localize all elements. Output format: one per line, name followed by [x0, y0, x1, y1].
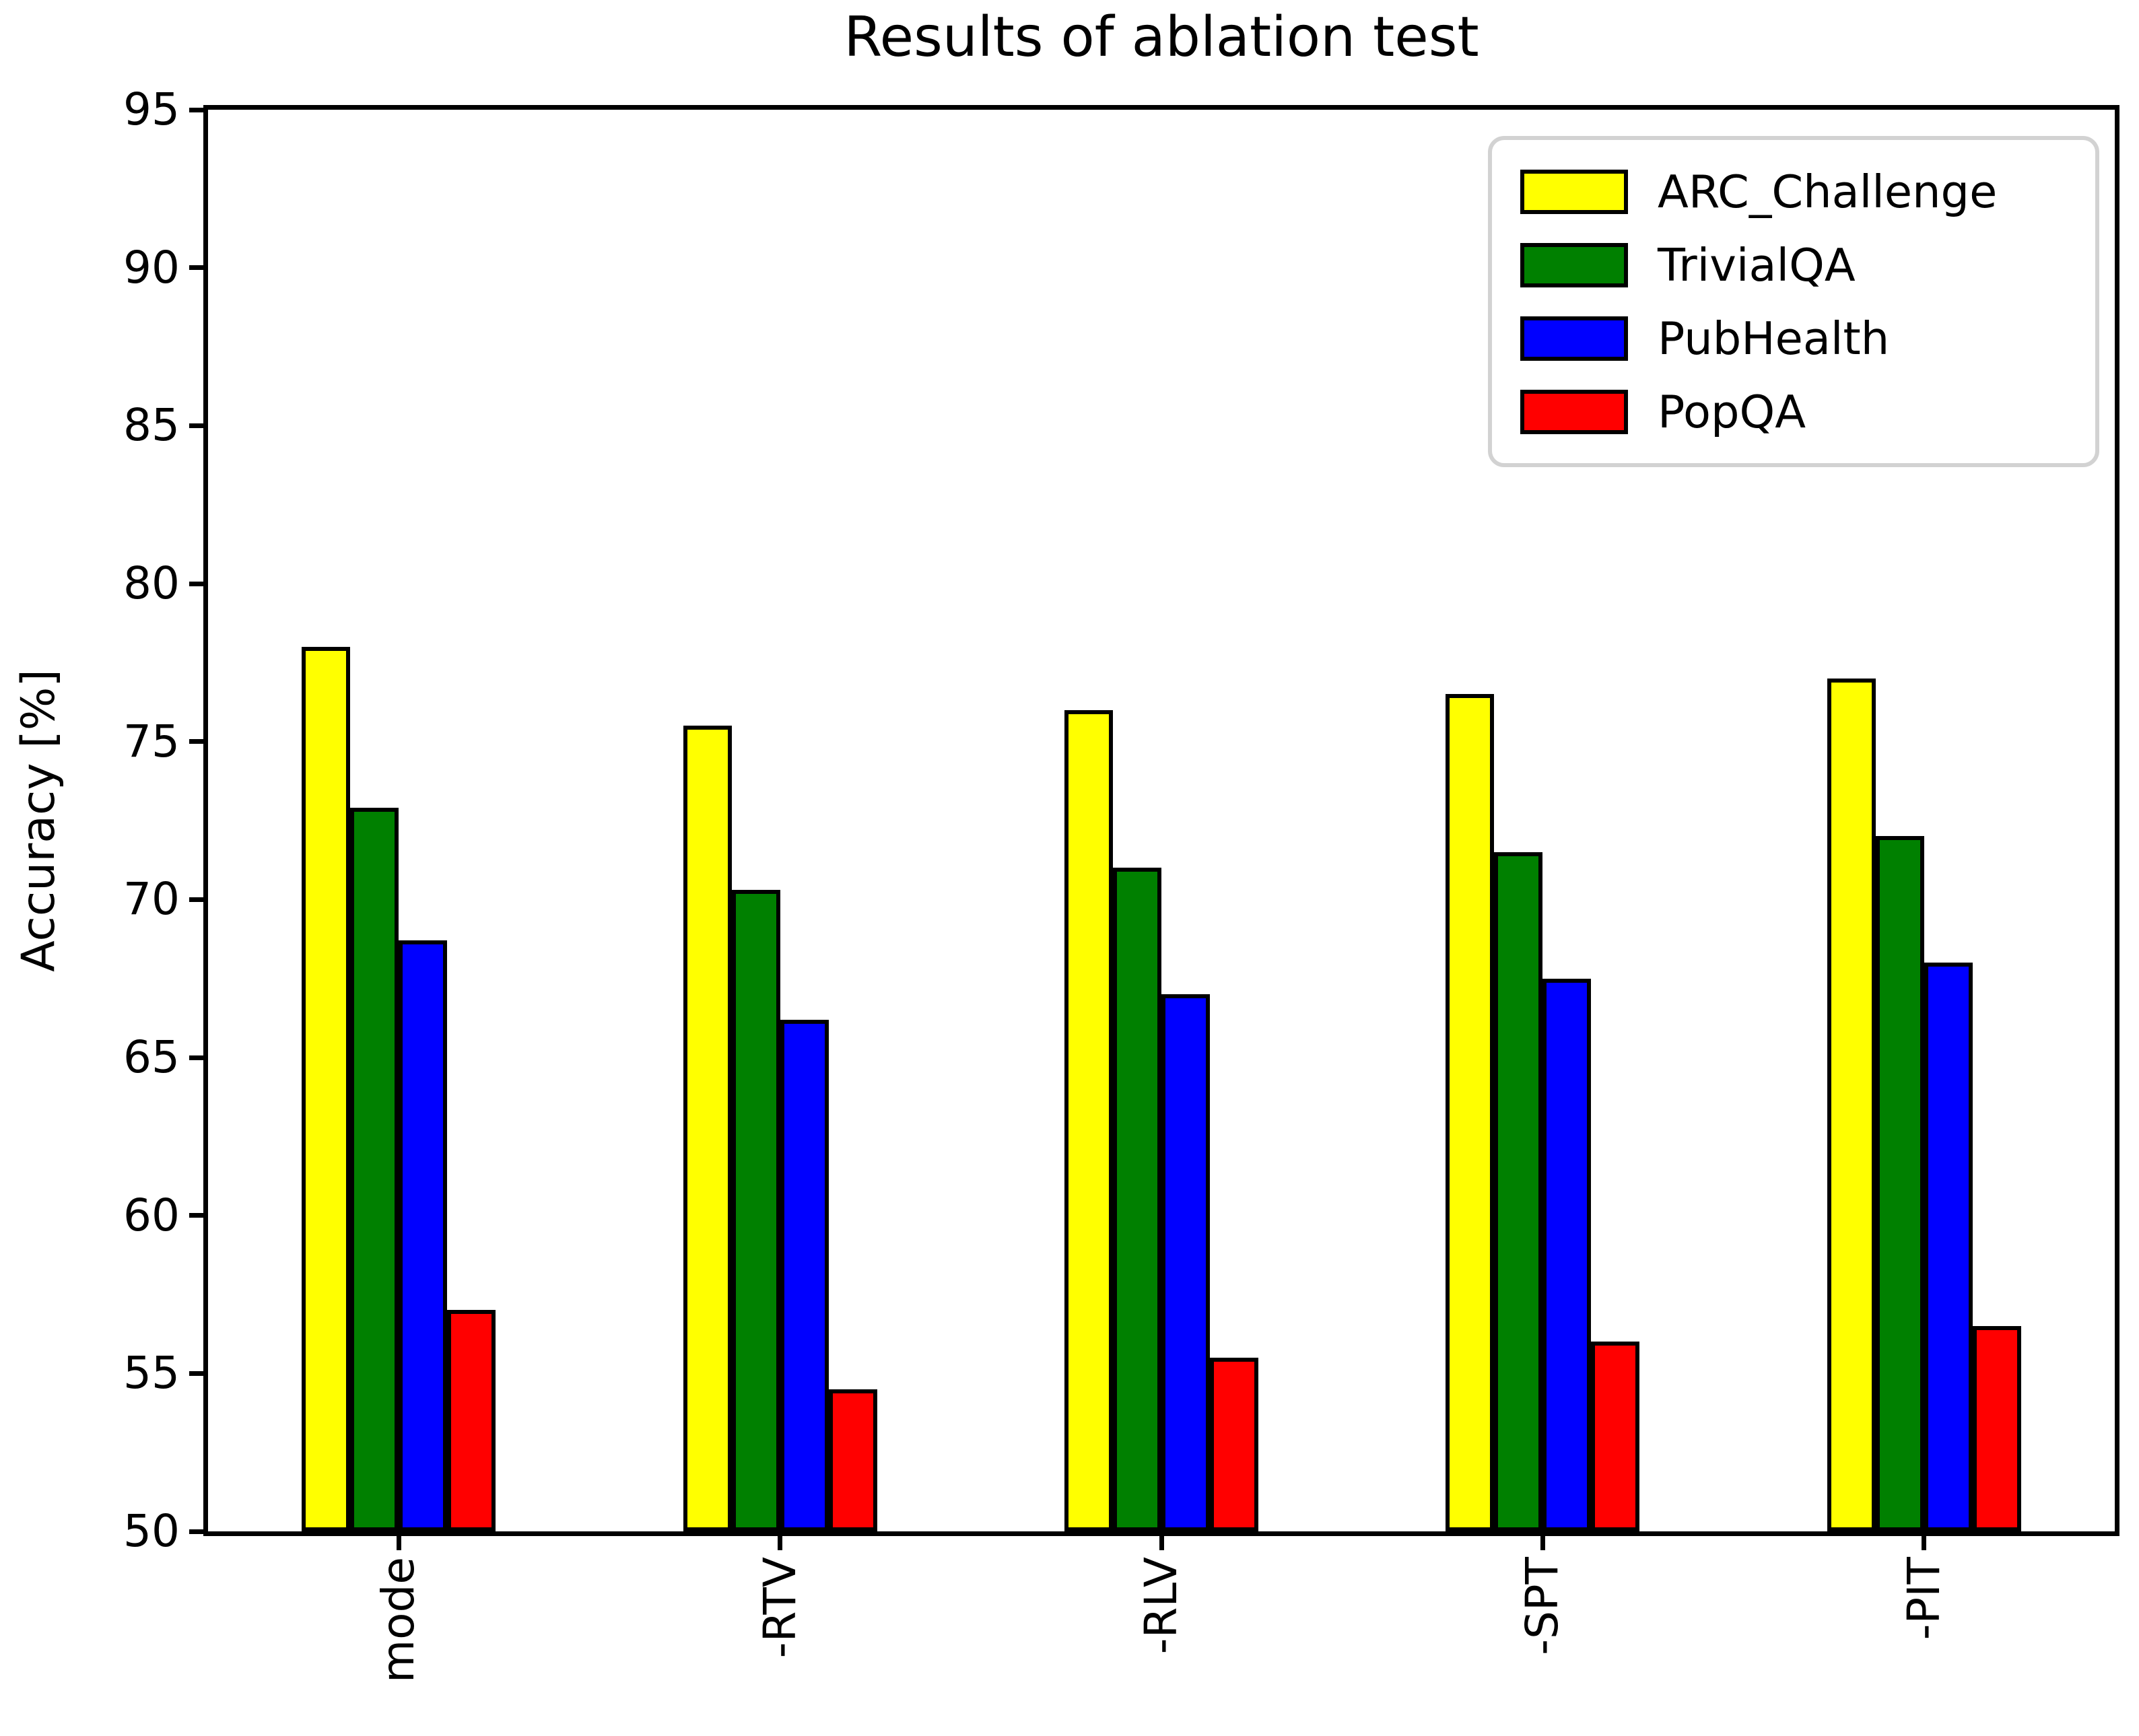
- legend-label: ARC_Challenge: [1658, 165, 1998, 218]
- legend-swatch-icon: [1520, 316, 1628, 361]
- y-tick-mark: [189, 581, 208, 586]
- bar--RTV-PubHealth: [780, 1019, 829, 1531]
- bar--RTV-TrivialQA: [731, 890, 780, 1531]
- y-tick-mark: [189, 1213, 208, 1218]
- y-tick-label: 60: [123, 1189, 180, 1241]
- bar--SPT-PopQA: [1591, 1342, 1640, 1531]
- bar--RLV-ARC_Challenge: [1064, 709, 1113, 1531]
- bar--RTV-PopQA: [828, 1389, 877, 1531]
- legend-label: PopQA: [1658, 385, 1806, 438]
- bar--RLV-PubHealth: [1161, 994, 1210, 1531]
- x-tick-mark: [1159, 1531, 1164, 1550]
- x-tick-label: mode: [372, 1557, 425, 1683]
- bar-mode-TrivialQA: [350, 808, 399, 1531]
- bar--PIT-TrivialQA: [1875, 836, 1924, 1531]
- x-tick-label: -RTV: [753, 1557, 806, 1659]
- x-tick-mark: [1922, 1531, 1927, 1550]
- legend-entry-PubHealth: PubHealth: [1520, 314, 2082, 363]
- legend-swatch-icon: [1520, 389, 1628, 434]
- y-tick-label: 95: [123, 83, 180, 135]
- x-tick-label: -RLV: [1135, 1557, 1187, 1655]
- bar--SPT-TrivialQA: [1494, 852, 1543, 1531]
- y-tick-label: 55: [123, 1347, 180, 1399]
- legend-label: PubHealth: [1658, 312, 1890, 365]
- bar--RTV-ARC_Challenge: [683, 726, 732, 1531]
- legend-entry-PopQA: PopQA: [1520, 387, 2082, 437]
- legend: ARC_Challenge TrivialQA PubHealth PopQA: [1488, 136, 2099, 467]
- y-tick-label: 85: [123, 399, 180, 452]
- y-tick-mark: [189, 423, 208, 428]
- legend-entry-ARC_Challenge: ARC_Challenge: [1520, 167, 2082, 217]
- legend-label: TrivialQA: [1658, 238, 1856, 291]
- x-tick-mark: [396, 1531, 401, 1550]
- x-tick-label: -SPT: [1516, 1557, 1569, 1655]
- bar--PIT-PubHealth: [1924, 963, 1973, 1531]
- y-tick-label: 80: [123, 557, 180, 609]
- bar-mode-ARC_Challenge: [302, 646, 351, 1531]
- y-tick-label: 50: [123, 1505, 180, 1557]
- x-tick-mark: [1540, 1531, 1545, 1550]
- y-tick-label: 65: [123, 1031, 180, 1083]
- y-tick-mark: [189, 1055, 208, 1060]
- bar--SPT-ARC_Challenge: [1446, 694, 1495, 1531]
- x-tick-mark: [778, 1531, 783, 1550]
- bar-mode-PopQA: [447, 1310, 496, 1531]
- bar-mode-PubHealth: [399, 940, 448, 1531]
- y-tick-mark: [189, 107, 208, 112]
- y-tick-mark: [189, 897, 208, 902]
- y-tick-label: 75: [123, 715, 180, 767]
- y-tick-label: 70: [123, 873, 180, 926]
- legend-swatch-icon: [1520, 169, 1628, 214]
- bar--PIT-ARC_Challenge: [1827, 678, 1876, 1531]
- y-tick-label: 90: [123, 241, 180, 293]
- bar--RLV-PopQA: [1210, 1357, 1258, 1531]
- chart-title: Results of ablation test: [844, 5, 1479, 69]
- legend-swatch-icon: [1520, 242, 1628, 287]
- y-tick-mark: [189, 739, 208, 744]
- y-tick-mark: [189, 265, 208, 271]
- y-tick-mark: [189, 1370, 208, 1376]
- y-tick-mark: [189, 1529, 208, 1534]
- legend-entry-TrivialQA: TrivialQA: [1520, 240, 2082, 290]
- bar--RLV-TrivialQA: [1113, 868, 1161, 1531]
- bar--SPT-PubHealth: [1542, 978, 1592, 1531]
- bar--PIT-PopQA: [1972, 1325, 2021, 1531]
- x-tick-label: -PIT: [1897, 1557, 1950, 1640]
